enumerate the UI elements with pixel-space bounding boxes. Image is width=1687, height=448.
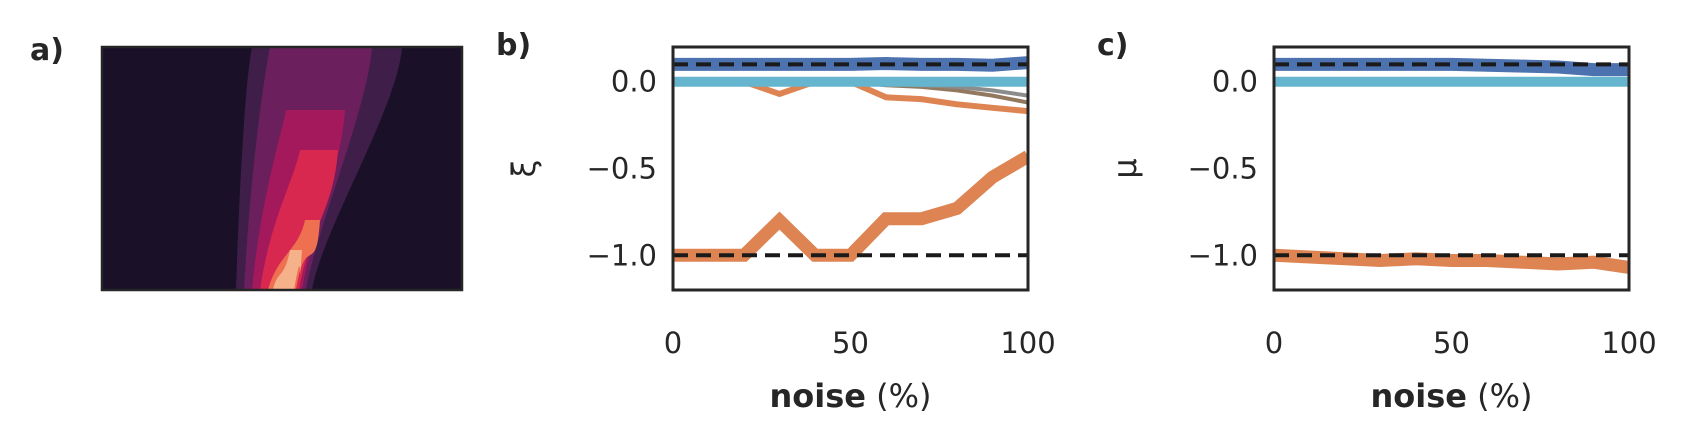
x-axis-label: noise (%)	[769, 377, 931, 415]
y-tick-label: −1.0	[1188, 238, 1258, 272]
x-tick-label: 0	[1265, 326, 1283, 360]
y-tick-label: −1.0	[587, 238, 657, 272]
chart-xi: 0.0 −0.5 −1.0 0 50 100 noise (%) ξ	[505, 45, 1056, 415]
series-line	[1274, 248, 1629, 274]
heatmap-frame	[100, 45, 464, 292]
x-tick-label: 100	[1601, 326, 1656, 360]
y-tick-label: −0.5	[587, 152, 657, 186]
panel-b-label: b)	[496, 28, 531, 63]
heatmap-panel	[100, 45, 464, 292]
y-axis-label: μ	[1106, 158, 1144, 178]
chart-mu: 0.0 −0.5 −1.0 0 50 100 noise (%) μ	[1106, 45, 1657, 415]
plot-frame	[671, 45, 1030, 292]
heatmap-band	[273, 250, 302, 290]
x-tick-label: 0	[664, 326, 682, 360]
y-axis-label: ξ	[505, 160, 543, 178]
panel-c-label: c)	[1097, 28, 1129, 63]
y-tick-label: 0.0	[611, 65, 657, 99]
panel-a-label: a)	[30, 33, 64, 68]
y-tick-label: 0.0	[1212, 65, 1258, 99]
heatmap-band	[260, 150, 338, 290]
x-tick-label: 50	[832, 326, 869, 360]
y-tick-label: −0.5	[1188, 152, 1258, 186]
x-axis-label: noise (%)	[1370, 377, 1532, 415]
x-tick-label: 50	[1433, 326, 1470, 360]
x-tick-label: 100	[1000, 326, 1055, 360]
plot-area	[1274, 47, 1629, 290]
plot-frame	[1272, 45, 1631, 292]
